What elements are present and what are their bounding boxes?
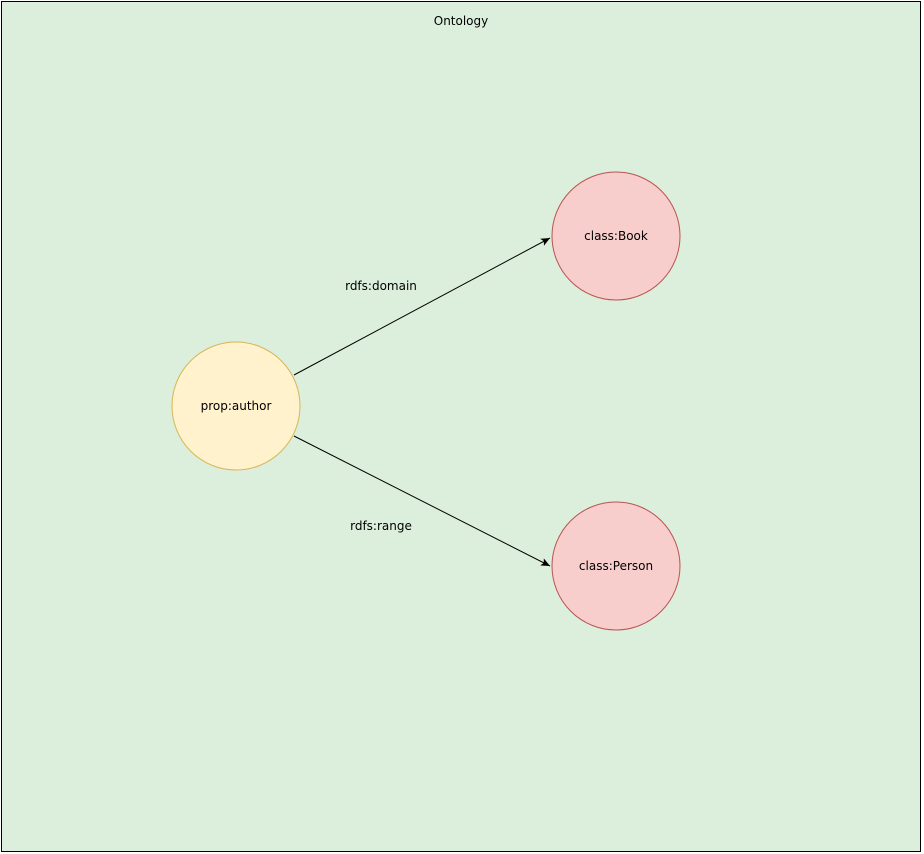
node-class-person-label: class:Person [579,559,653,573]
node-class-person-circle[interactable] [551,501,681,631]
edge-range-line[interactable] [293,435,551,567]
node-class-book[interactable]: class:Book [551,171,681,301]
node-prop-author[interactable]: prop:author [171,341,301,471]
node-prop-author-circle[interactable] [171,341,301,471]
node-class-book-circle[interactable] [551,171,681,301]
edge-range-label: rdfs:range [350,519,412,533]
container-title: Ontology [433,14,489,28]
node-class-person[interactable]: class:Person [551,501,681,631]
edge-domain-label: rdfs:domain [345,279,417,293]
node-class-book-label: class:Book [584,229,648,243]
node-prop-author-label: prop:author [201,399,272,413]
edge-domain-line[interactable] [293,237,551,376]
